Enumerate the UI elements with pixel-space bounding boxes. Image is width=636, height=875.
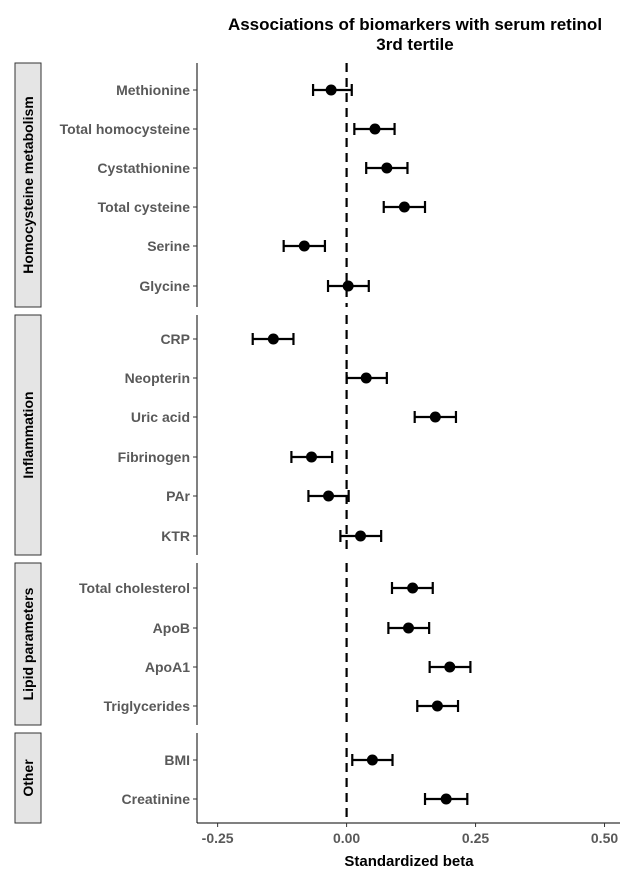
y-tick-label-triglycerides: Triglycerides	[104, 698, 191, 714]
point-estimate-apob	[403, 622, 414, 634]
facet-strip-label-lipid-parameters: Lipid parameters	[20, 587, 36, 700]
point-estimate-apoa1	[444, 661, 456, 673]
point-estimate-fibrinogen	[306, 451, 318, 463]
x-tick-label: -0.25	[202, 830, 234, 846]
y-tick-label-bmi: BMI	[164, 752, 190, 768]
point-estimate-creatinine	[440, 793, 452, 805]
y-tick-label-total-cholesterol: Total cholesterol	[79, 580, 190, 596]
y-tick-label-apob: ApoB	[153, 620, 190, 636]
facet-strip-label-homocysteine-metabolism: Homocysteine metabolism	[20, 96, 36, 273]
y-tick-label-ktr: KTR	[161, 528, 190, 544]
facet-strip-inflammation	[14, 314, 42, 556]
facet-strips: Homocysteine metabolism Inflammation Lipid…	[14, 62, 42, 824]
point-estimate-triglycerides	[431, 700, 443, 712]
y-tick-label-glycine: Glycine	[139, 278, 190, 294]
facet-strip-label-other: Other	[20, 759, 36, 797]
facet-strip-homocysteine-metabolism	[14, 62, 42, 308]
point-estimate-methionine	[325, 84, 337, 96]
y-tick-label-neopterin: Neopterin	[125, 370, 190, 386]
chart-title-line-2: 3rd tertile	[376, 35, 453, 54]
y-tick-label-cystathionine: Cystathionine	[97, 160, 190, 176]
chart-marks	[251, 84, 472, 805]
y-tick-label-apoa1: ApoA1	[145, 659, 190, 675]
y-tick-label-crp: CRP	[160, 331, 190, 347]
point-estimate-serine	[298, 240, 310, 252]
point-estimate-cystathionine	[381, 162, 393, 174]
x-tick-label: 0.25	[462, 830, 489, 846]
x-axis-label: Standardized beta	[344, 853, 474, 870]
y-tick-label-par: PAr	[166, 488, 190, 504]
point-estimate-par	[323, 490, 335, 502]
y-tick-label-total-homocysteine: Total homocysteine	[60, 121, 191, 137]
y-tick-label-total-cysteine: Total cysteine	[98, 199, 191, 215]
facet-strip-other	[14, 732, 42, 824]
point-estimate-total-cholesterol	[407, 582, 419, 594]
y-tick-label-serine: Serine	[147, 238, 190, 254]
facet-strip-lipid-parameters	[14, 562, 42, 726]
point-estimate-uric-acid	[429, 411, 441, 423]
y-tick-label-methionine: Methionine	[116, 82, 190, 98]
point-estimate-ktr	[355, 530, 367, 542]
y-tick-label-uric-acid: Uric acid	[131, 409, 190, 425]
x-tick-label: 0.50	[591, 830, 618, 846]
axes: Methionine Total homocysteine Cystathionin…	[60, 63, 620, 846]
y-tick-label-fibrinogen: Fibrinogen	[118, 449, 190, 465]
facet-strip-label-inflammation: Inflammation	[20, 391, 36, 478]
point-estimate-bmi	[366, 754, 378, 766]
point-estimate-total-cysteine	[398, 201, 410, 213]
point-estimate-total-homocysteine	[369, 123, 381, 135]
point-estimate-crp	[267, 333, 279, 345]
point-estimate-glycine	[342, 280, 354, 292]
x-tick-label: 0.00	[333, 830, 360, 846]
chart-title-line-1: Associations of biomarkers with serum re…	[228, 15, 602, 34]
y-tick-label-creatinine: Creatinine	[122, 791, 191, 807]
point-estimate-neopterin	[360, 372, 372, 384]
